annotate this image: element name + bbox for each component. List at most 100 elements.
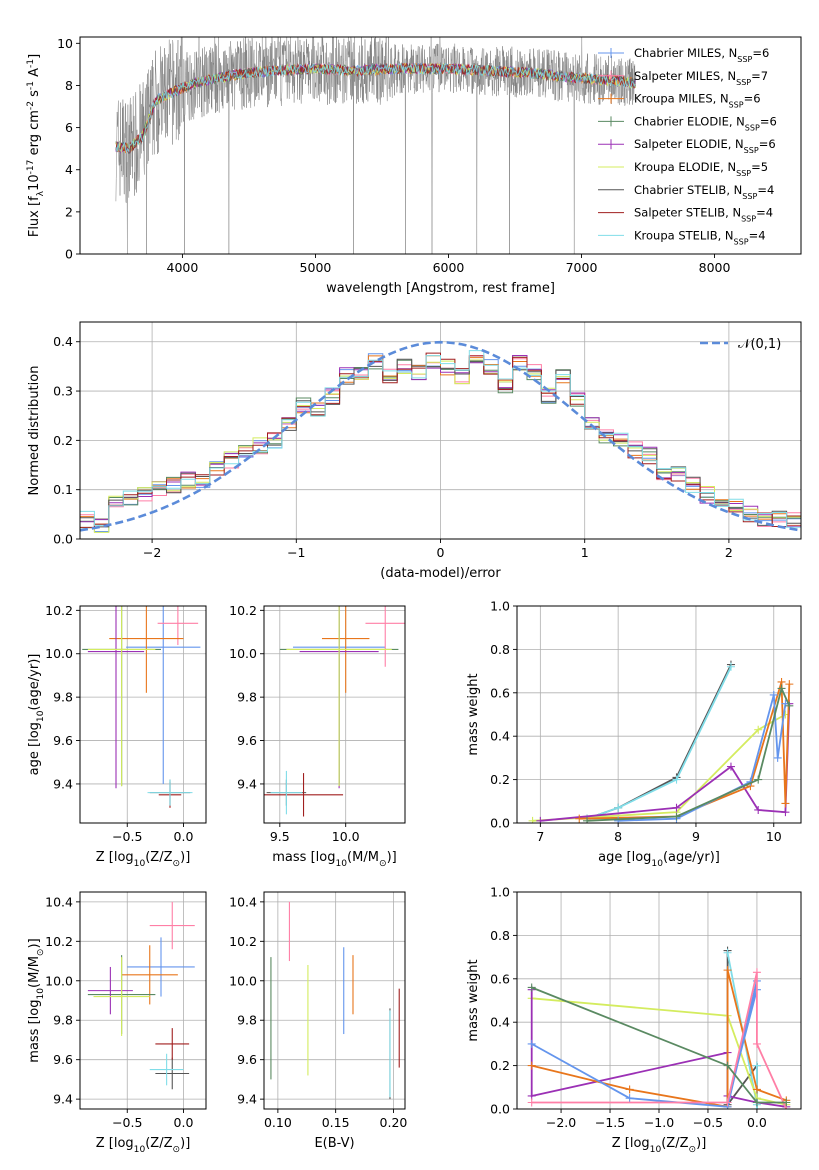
error-bar-point — [87, 606, 156, 787]
error-bar-point — [365, 606, 405, 667]
y-tick-label: 0 — [65, 247, 73, 262]
x-tick-label: −2 — [143, 545, 161, 560]
x-tick-label: 9.5 — [270, 829, 290, 844]
weight-marker — [773, 753, 782, 762]
x-tick-label: 10 — [766, 829, 782, 844]
y-tick-label: 0.2 — [53, 433, 73, 448]
legend-entry-label: Salpeter ELODIE, NSSP=6 — [634, 137, 776, 155]
error-bar-point — [93, 957, 150, 1037]
error-bar-point — [321, 606, 370, 693]
weight-marker — [527, 1039, 536, 1048]
y-tick-label: 0.0 — [53, 532, 73, 547]
error-bar-point — [126, 606, 201, 784]
x-tick-label: 7 — [536, 829, 544, 844]
x-tick-label: 0.20 — [380, 1115, 408, 1130]
error-bar-point — [109, 606, 184, 693]
y-axis-label: mass weight — [466, 959, 481, 1041]
y-tick-label: 9.6 — [237, 1052, 257, 1067]
chart-weight-vs-age: 7 8 9 10 0.0 0.2 0.4 0.6 0.8 1.0 age [log10(age/yr… — [466, 599, 802, 869]
x-tick-label: 0 — [437, 545, 445, 560]
chart-mass-vs-z: −0.5 0.0 9.4 9.6 9.8 10.0 10.2 10.4 Z [log10(Z/Z… — [27, 891, 207, 1155]
chart-spectrum: 4000 5000 6000 7000 8000 0 2 4 6 8 10 wavelength [A… — [26, 36, 802, 296]
x-axis-label: Z [log10(Z/Z⊙)] — [96, 850, 191, 869]
normal-reference-curve — [80, 340, 801, 532]
weight-series-line — [531, 969, 787, 1108]
weight-marker — [777, 684, 786, 693]
y-axis-label: age [log10(age/yr)] — [27, 654, 46, 776]
legend-entry-label: Salpeter MILES, NSSP=7 — [634, 69, 768, 87]
weight-marker — [527, 1061, 536, 1070]
y-tick-label: 10.0 — [45, 973, 73, 988]
weight-marker — [575, 814, 584, 823]
x-axis-label: mass [log10(M/M⊙)] — [272, 850, 396, 869]
weight-marker — [527, 983, 536, 992]
x-tick-label: 0.10 — [264, 1115, 292, 1130]
legend-entry-label: 𝒩(0,1) — [738, 337, 781, 352]
y-tick-label: 0.6 — [490, 685, 510, 700]
y-tick-label: 0.0 — [490, 1102, 510, 1117]
y-tick-label: 10.2 — [229, 603, 257, 618]
y-tick-label: 10.2 — [45, 603, 73, 618]
legend-entry-label: Salpeter STELIB, NSSP=4 — [634, 206, 773, 224]
x-tick-label: 6000 — [433, 260, 465, 275]
y-tick-label: 10.0 — [229, 646, 257, 661]
weight-marker — [754, 805, 763, 814]
error-bar-point — [264, 773, 344, 817]
x-tick-label: −0.5 — [693, 1115, 723, 1130]
weight-marker — [781, 808, 790, 817]
weight-marker — [752, 1061, 761, 1070]
y-tick-label: 9.8 — [237, 690, 257, 705]
error-bar-point — [149, 901, 195, 950]
weight-marker — [754, 775, 763, 784]
x-tick-label: 7000 — [566, 260, 598, 275]
y-tick-label: 0.8 — [490, 642, 510, 657]
x-axis-label: Z [log10(Z/Z⊙)] — [96, 1136, 191, 1155]
legend-entry-label: Kroupa MILES, NSSP=6 — [634, 92, 761, 110]
weight-marker — [723, 1098, 732, 1107]
weight-marker — [625, 1085, 634, 1094]
axes-frame — [516, 605, 802, 824]
weight-marker — [781, 799, 790, 808]
axes-frame — [263, 891, 406, 1110]
histogram-step-line — [80, 358, 801, 528]
y-tick-label: 9.6 — [53, 733, 73, 748]
weight-series-line — [531, 986, 787, 1104]
error-bar-point — [149, 1053, 184, 1086]
y-axis-label: Normed distribution — [27, 366, 42, 496]
weight-marker — [752, 1085, 761, 1094]
x-tick-label: 0.0 — [174, 829, 194, 844]
plot-area — [264, 606, 405, 817]
x-tick-label: 0.15 — [322, 1115, 350, 1130]
weight-marker — [536, 816, 545, 823]
observed-spectrum-line — [115, 37, 637, 254]
y-tick-label: 10 — [57, 36, 73, 51]
x-axis-label: Z [log10(Z/Z⊙)] — [612, 1136, 707, 1155]
x-tick-label: 1 — [581, 545, 589, 560]
y-tick-label: 0.1 — [53, 482, 73, 497]
error-bar-point — [87, 606, 145, 789]
y-tick-label: 9.6 — [53, 1052, 73, 1067]
error-bar-point — [155, 1028, 190, 1060]
x-tick-label: 9 — [692, 829, 700, 844]
y-tick-label: 1.0 — [490, 885, 510, 900]
x-tick-label: 0.0 — [174, 1115, 194, 1130]
x-tick-label: 8000 — [699, 260, 731, 275]
histogram-step-line — [80, 350, 801, 528]
y-tick-label: 0.8 — [490, 928, 510, 943]
y-tick-label: 6 — [65, 120, 73, 135]
y-tick-label: 9.8 — [53, 1013, 73, 1028]
chart-age-vs-mass: 9.5 10.0 9.4 9.6 9.8 10.0 10.2 mass [log10(M/M⊙… — [229, 603, 406, 869]
model-spectrum-line — [115, 62, 636, 153]
legend-entry-label: Chabrier MILES, NSSP=6 — [634, 46, 769, 64]
error-bar-point — [157, 606, 199, 646]
x-tick-label: 10.0 — [332, 829, 360, 844]
y-tick-label: 0.4 — [53, 334, 73, 349]
chart-weight-vs-z: −2.0 −1.5 −1.0 −0.5 0.0 0.0 0.2 0.4 0.6 0.8 1.0 Z [… — [466, 885, 802, 1155]
weight-marker — [752, 968, 761, 977]
legend-entry-label: Chabrier STELIB, NSSP=4 — [634, 183, 774, 201]
y-tick-label: 0.6 — [490, 971, 510, 986]
weight-marker — [754, 725, 763, 734]
plot-area — [82, 606, 201, 808]
weight-series-line — [540, 703, 791, 822]
